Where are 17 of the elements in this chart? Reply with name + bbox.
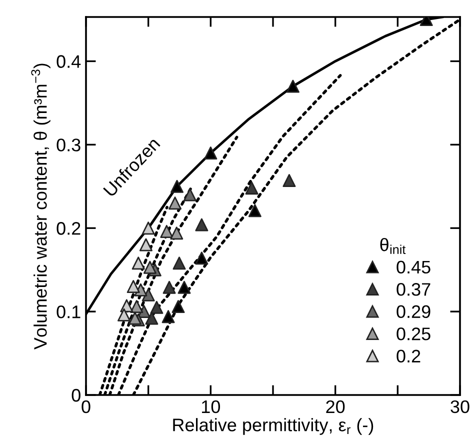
y-tick-label: 0.1 (56, 305, 80, 318)
y-tick-label: 0 (72, 388, 80, 402)
x-tick-label: 20 (326, 400, 345, 414)
y-tick-label: 0.4 (56, 55, 81, 68)
x-axis-title: Relative permittivity, ε$_{r}$ (-) (173, 418, 374, 435)
x-tick-label: 0 (82, 400, 90, 414)
legend-label: 0.25 (396, 328, 430, 340)
x-tick-label: 30 (450, 400, 470, 414)
y-axis-title: Volumetric water content, θ (m³m$^{−3}$) (31, 64, 50, 350)
x-tick-label: 10 (202, 400, 220, 414)
legend-title: θ$_{init}$ (380, 238, 406, 254)
y-tick-label: 0.2 (56, 222, 80, 235)
legend-label: 0.37 (396, 283, 430, 296)
legend-label: 0.2 (396, 350, 420, 363)
legend-label: 0.29 (396, 305, 430, 318)
legend-label: 0.45 (396, 260, 430, 274)
y-tick-label: 0.3 (56, 138, 80, 152)
